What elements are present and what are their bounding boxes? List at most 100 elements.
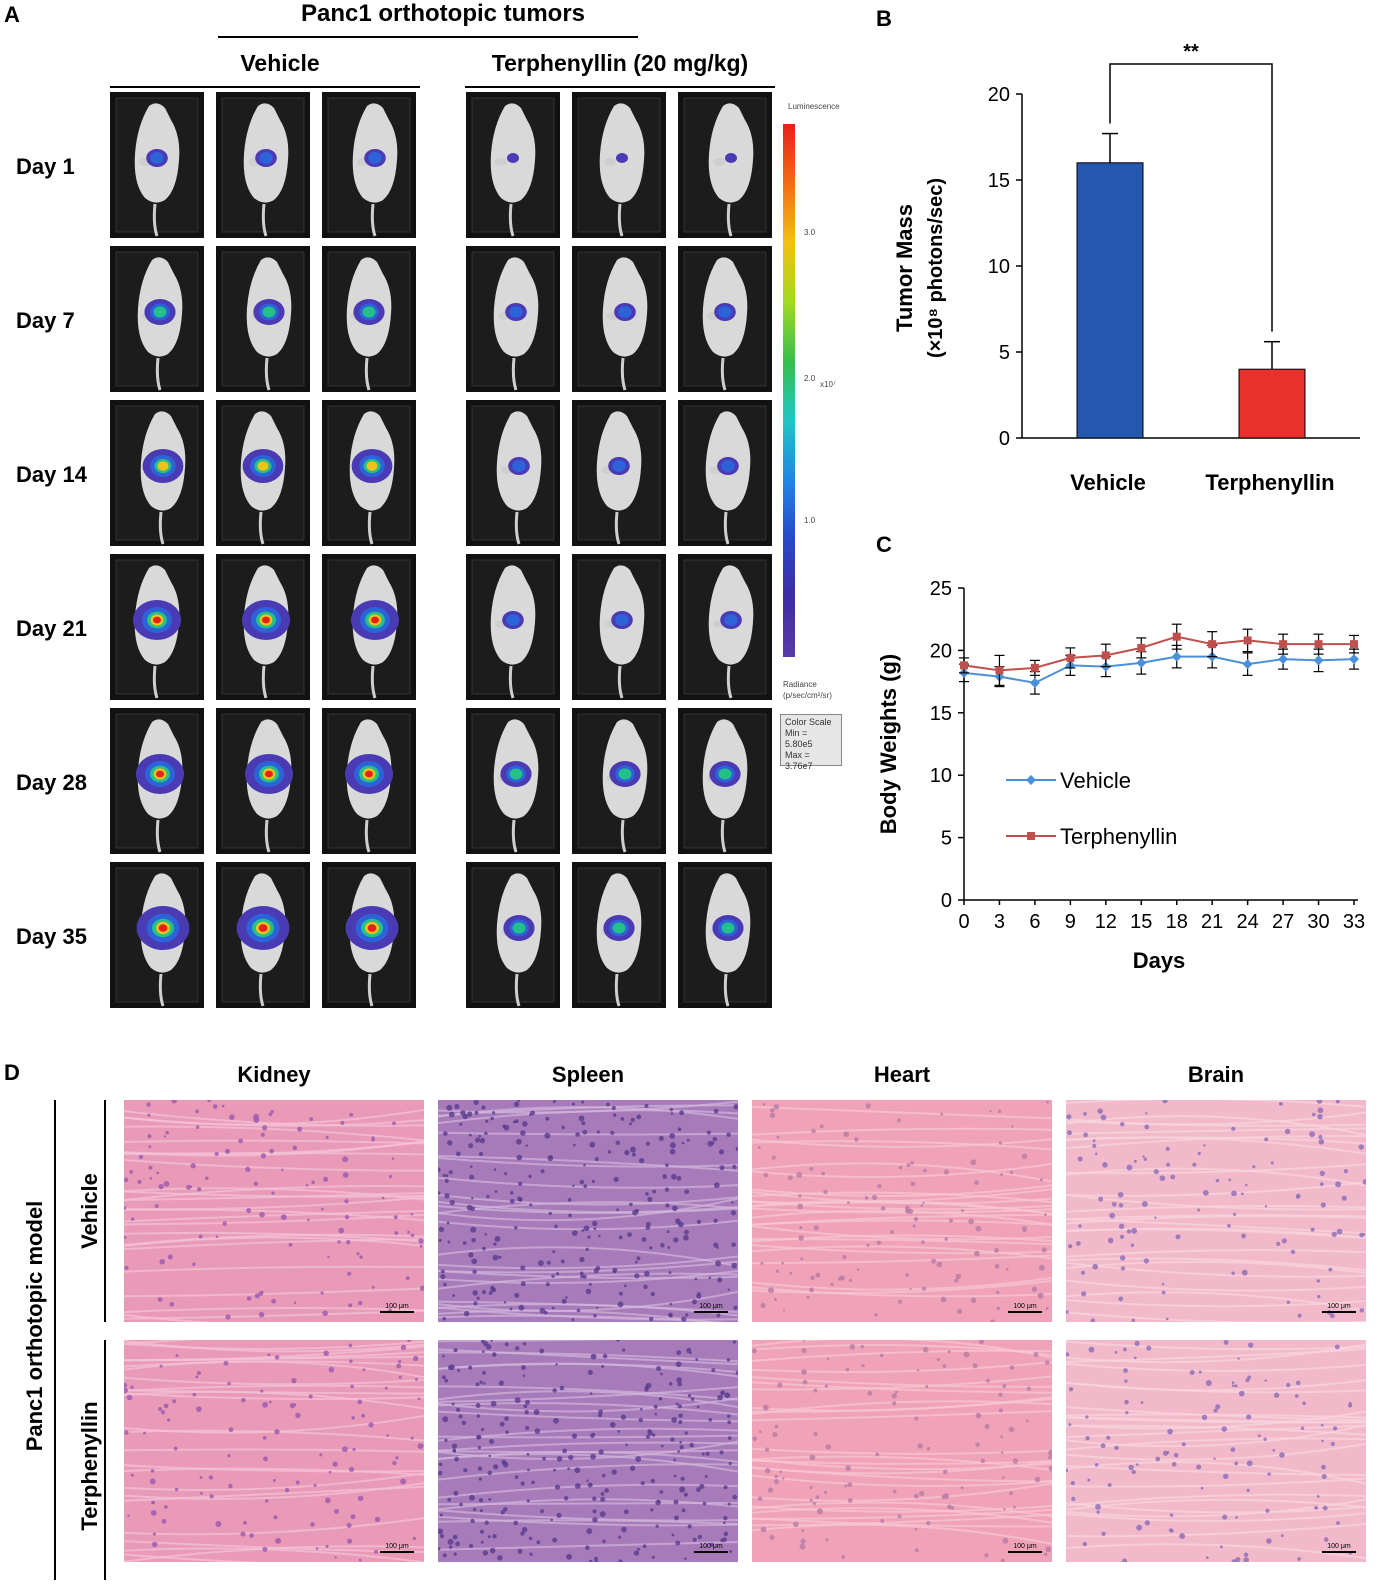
cell-nucleus [172,1399,177,1404]
cell-nucleus [198,1234,203,1239]
cell-nucleus [1246,1460,1253,1467]
cell-nucleus [647,1196,653,1202]
cell-nucleus [921,1286,927,1291]
cell-nucleus [898,1299,903,1304]
cell-nucleus [1119,1234,1125,1239]
cell-nucleus [1041,1247,1047,1253]
day-label: Day 1 [16,154,75,179]
cell-nucleus [493,1242,497,1246]
tissue-fiber [1066,1493,1366,1507]
cell-nucleus [865,1103,871,1109]
cell-nucleus [719,1450,724,1455]
cell-nucleus [806,1295,810,1299]
cell-nucleus [157,1406,162,1411]
mouse-tail [514,511,521,545]
y-tick-label: 10 [988,256,1010,278]
cell-nucleus [487,1470,493,1476]
cell-nucleus [681,1316,687,1322]
cell-nucleus [801,1348,807,1354]
cell-nucleus [222,1221,227,1226]
cell-nucleus [459,1502,463,1507]
mouse-image [216,554,310,700]
cell-nucleus [536,1540,541,1545]
cell-nucleus [503,1301,507,1304]
cell-nucleus [517,1100,521,1102]
cell-nucleus [1241,1269,1248,1276]
cell-nucleus [124,1206,127,1211]
cell-nucleus [280,1214,287,1221]
cell-nucleus [630,1117,635,1122]
cell-nucleus [621,1526,627,1533]
cell-nucleus [843,1132,847,1135]
mouse-body [599,103,645,203]
cell-nucleus [678,1420,683,1425]
mouse-image [678,92,772,238]
cell-nucleus [942,1363,947,1368]
cell-nucleus [1092,1263,1099,1270]
cell-nucleus [984,1424,990,1430]
signal-green [512,922,526,934]
cell-nucleus [1329,1313,1335,1319]
cell-nucleus [1284,1128,1291,1135]
cell-nucleus [361,1413,366,1418]
mouse-tail [620,819,627,853]
cell-nucleus [1000,1435,1004,1439]
tissue-fiber [124,1185,424,1201]
cell-nucleus [764,1447,770,1452]
cell-nucleus [916,1369,920,1372]
cell-nucleus [675,1540,681,1546]
cell-nucleus [634,1260,638,1264]
cell-nucleus [418,1238,424,1244]
signal-mid [150,152,164,164]
cell-nucleus [877,1184,882,1189]
cell-nucleus [687,1524,692,1529]
tissue-fiber [124,1467,424,1476]
y-tick-label: 25 [930,578,952,600]
tissue-fiber [124,1108,424,1126]
cell-nucleus [1222,1514,1228,1520]
cell-nucleus [443,1282,447,1287]
cell-nucleus [772,1431,778,1437]
cell-nucleus [295,1412,301,1419]
cell-nucleus [1165,1146,1170,1151]
cell-nucleus [503,1507,508,1512]
cell-nucleus [815,1495,820,1500]
mouse-tail [614,511,621,545]
tissue-fiber [1066,1522,1366,1538]
cell-nucleus [655,1499,661,1506]
cell-nucleus [269,1148,274,1154]
cell-nucleus [866,1243,870,1247]
cell-nucleus [195,1375,199,1379]
cell-nucleus [159,1364,163,1368]
cell-nucleus [713,1108,719,1114]
cell-nucleus [1068,1387,1074,1392]
cell-nucleus [405,1276,410,1281]
cell-nucleus [974,1180,979,1185]
cell-nucleus [809,1166,814,1171]
cell-nucleus [453,1490,459,1496]
cell-nucleus [1066,1352,1070,1357]
tissue-fiber [752,1395,1052,1412]
cell-nucleus [1166,1162,1171,1167]
cell-nucleus [347,1271,352,1276]
cell-nucleus [676,1350,682,1355]
cell-nucleus [1302,1401,1306,1406]
cell-nucleus [1362,1179,1366,1185]
cell-nucleus [1045,1546,1052,1553]
cell-nucleus [733,1104,738,1110]
cell-nucleus [523,1404,528,1409]
cell-nucleus [594,1556,598,1561]
cell-nucleus [554,1224,558,1229]
cell-nucleus [947,1350,951,1354]
cell-nucleus [455,1151,461,1157]
cell-nucleus [760,1261,764,1265]
data-point [1208,640,1217,649]
cell-nucleus [955,1273,962,1280]
cell-nucleus [271,1298,277,1304]
cell-nucleus [623,1284,627,1288]
cell-nucleus [494,1235,501,1242]
cell-nucleus [810,1275,815,1281]
cell-nucleus [880,1206,886,1211]
cell-nucleus [576,1308,581,1313]
histology-image: 100 μm [124,1100,424,1322]
